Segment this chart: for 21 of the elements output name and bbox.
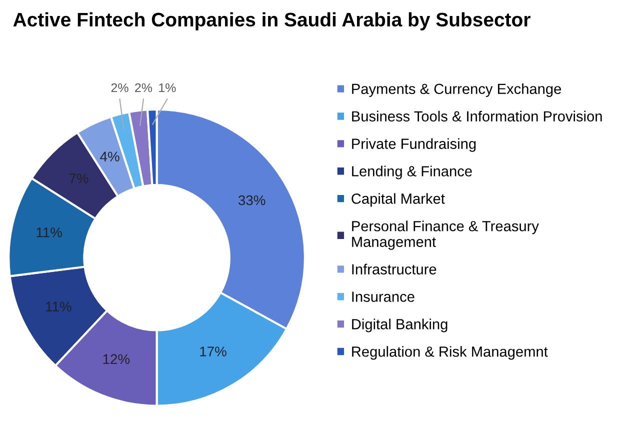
legend-label: Private Fundraising [352,138,476,152]
data-label: 11% [46,302,72,312]
data-label: 11% [36,228,62,238]
legend-label: Regulation & Risk Managemnt [352,346,548,360]
legend-label: Insurance [352,292,414,302]
chart-title: Active Fintech Companies in Saudi Arabia by Subsector [13,12,530,30]
legend-label: Personal Finance & Treasury Management [352,220,539,250]
data-label: 12% [103,354,130,364]
data-label: 2% [111,83,128,92]
legend-label: Payments & Currency Exchange [352,83,562,97]
legend-label: Infrastructure [352,264,436,274]
data-label: 2% [135,83,152,92]
data-label: 7% [69,174,88,184]
data-label: 4% [100,152,120,162]
legend-label: Capital Market [352,193,445,207]
legend-label: Digital Banking [352,318,448,332]
data-label: 17% [200,346,226,356]
data-label: 33% [238,195,266,206]
legend-label: Lending & Finance [352,166,472,180]
data-label: 1% [159,83,176,92]
legend-label: Business Tools & Information Provision [352,110,602,122]
